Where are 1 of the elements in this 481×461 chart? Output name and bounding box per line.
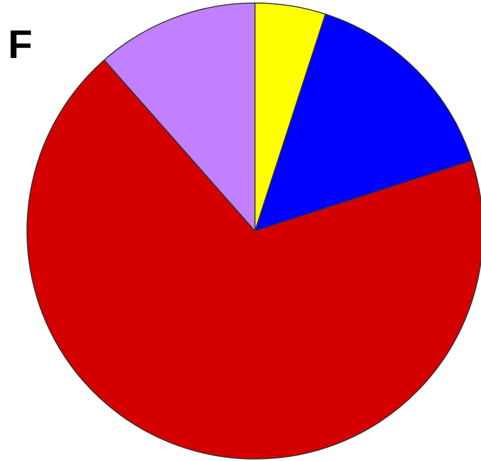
text: F <box>8 23 32 67</box>
